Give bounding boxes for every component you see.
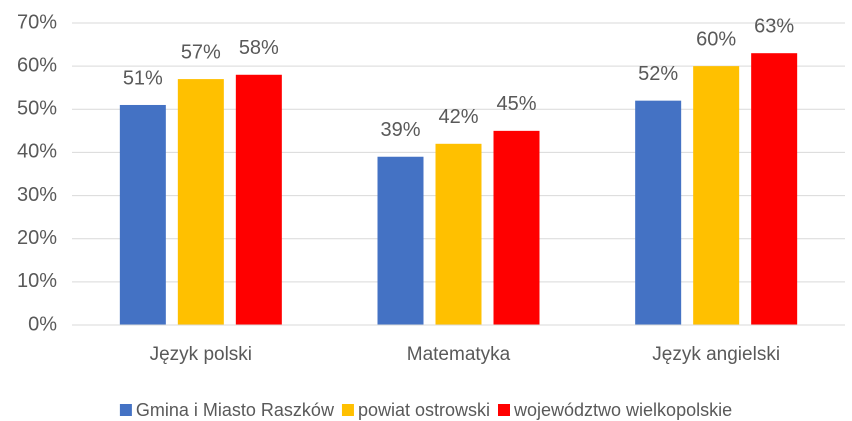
y-tick-label: 20% <box>17 227 57 249</box>
data-label: 42% <box>438 106 478 128</box>
data-label: 57% <box>181 41 221 63</box>
bar <box>493 130 540 325</box>
bar <box>435 143 482 325</box>
y-tick-label: 70% <box>17 11 57 33</box>
legend-swatch <box>341 404 354 416</box>
data-label: 45% <box>496 93 536 115</box>
y-tick-label: 40% <box>17 141 57 163</box>
legend-swatch <box>498 404 510 416</box>
bar <box>635 100 682 326</box>
bar <box>693 66 740 326</box>
data-label: 63% <box>754 15 794 37</box>
legend-label: Gmina i Miasto Raszków <box>136 400 335 420</box>
y-tick-label: 50% <box>17 98 57 120</box>
bar <box>235 74 282 326</box>
x-tick-label: Język polski <box>150 344 252 365</box>
data-label: 52% <box>638 63 678 85</box>
y-tick-label: 0% <box>28 313 57 335</box>
legend-label: województwo wielkopolskie <box>513 400 732 420</box>
bar <box>377 156 424 325</box>
bar <box>751 53 798 325</box>
y-tick-label: 10% <box>17 270 57 292</box>
legend-label: powiat ostrowski <box>358 400 490 420</box>
data-label: 51% <box>123 67 163 89</box>
bar <box>119 104 166 325</box>
x-tick-label: Język angielski <box>652 344 780 365</box>
x-tick-label: Matematyka <box>407 344 511 365</box>
data-label: 39% <box>380 119 420 141</box>
data-label: 58% <box>239 37 279 59</box>
legend-swatch <box>119 404 132 416</box>
data-label: 60% <box>696 28 736 50</box>
bar <box>177 79 224 325</box>
y-tick-label: 60% <box>17 54 57 76</box>
y-tick-label: 30% <box>17 184 57 206</box>
